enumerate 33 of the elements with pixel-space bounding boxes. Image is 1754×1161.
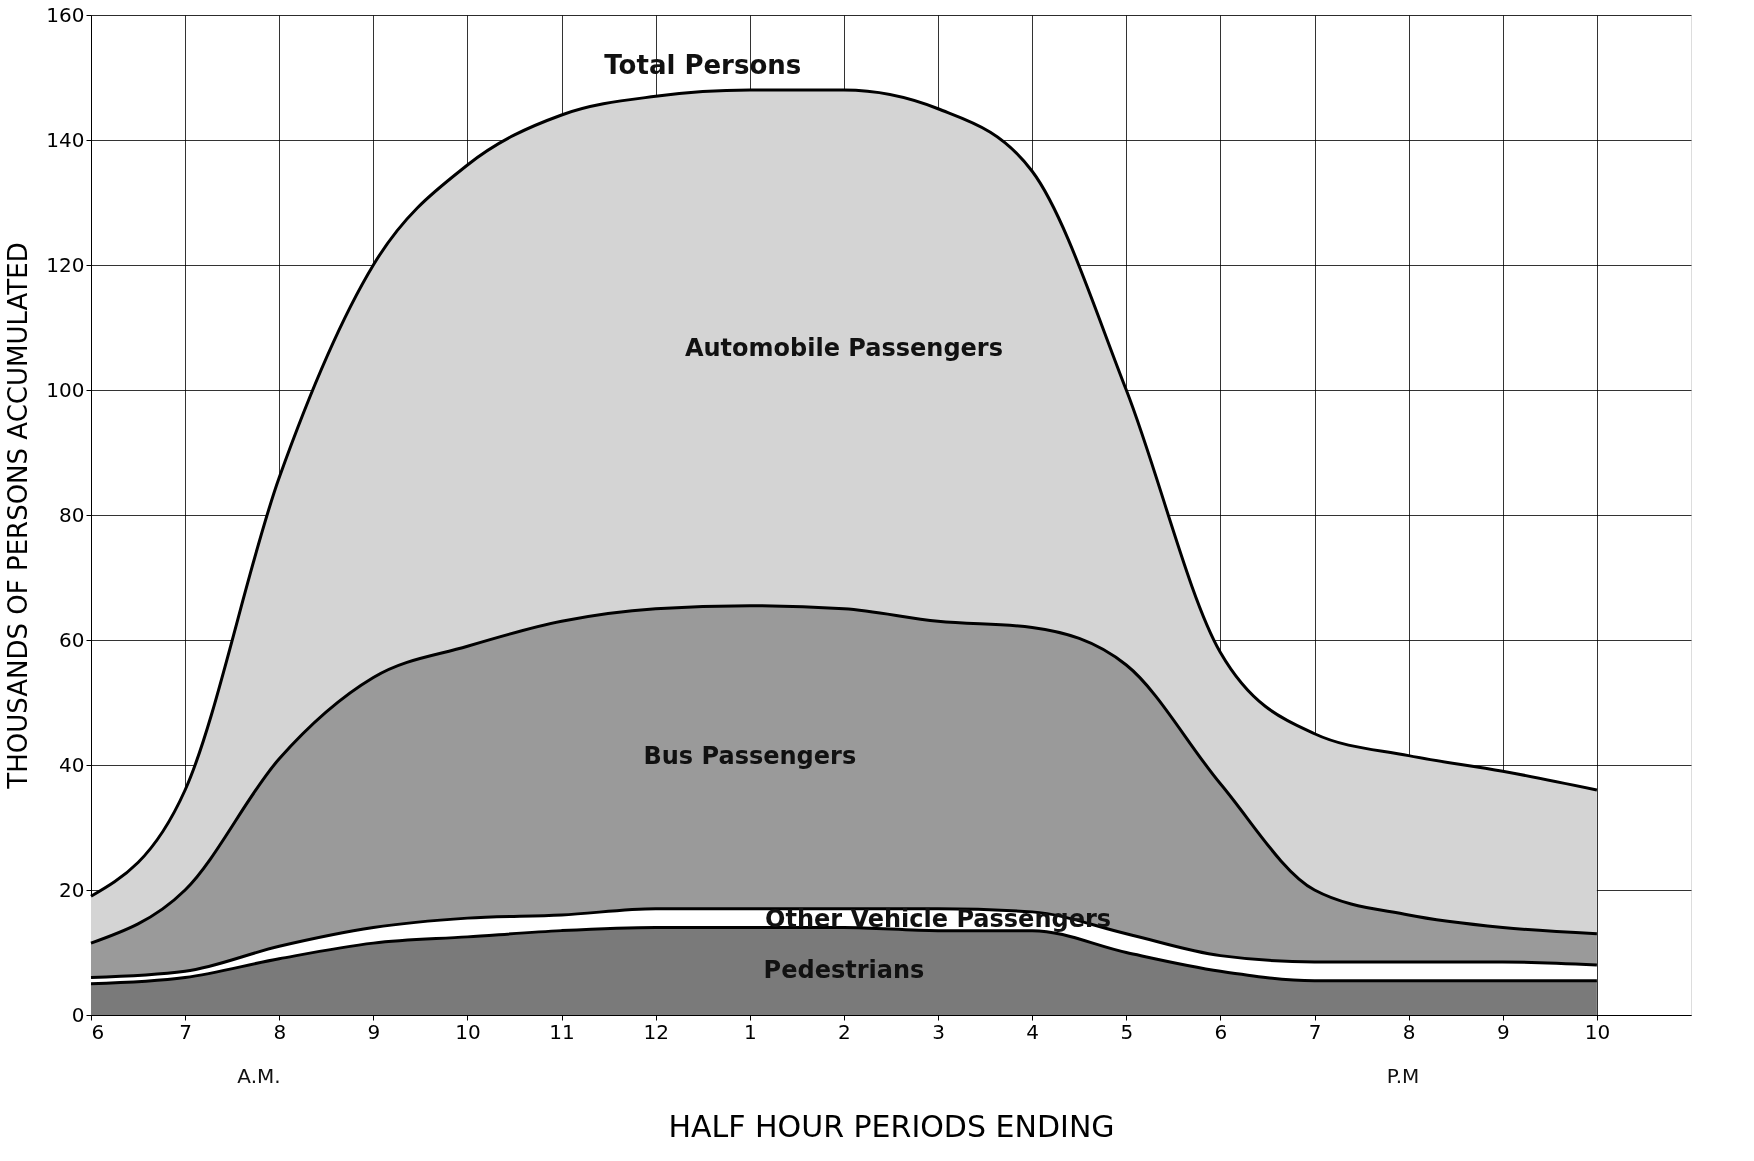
x-tick-label: 11 bbox=[549, 1019, 575, 1044]
series-label: Pedestrians bbox=[763, 956, 925, 985]
y-tick-label: 140 bbox=[46, 127, 85, 152]
x-tick-label: 5 bbox=[1120, 1019, 1134, 1044]
x-tick-label: 6 bbox=[91, 1019, 105, 1044]
y-tick-label: 0 bbox=[71, 1002, 85, 1027]
series-label: Automobile Passengers bbox=[684, 334, 1003, 363]
x-tick-label: 12 bbox=[643, 1019, 669, 1044]
text: P.M bbox=[1386, 1064, 1420, 1088]
y-tick-label: 160 bbox=[46, 2, 85, 27]
text: A.M. bbox=[237, 1064, 281, 1088]
x-tick-label: 7 bbox=[179, 1019, 192, 1044]
y-tick-label: 80 bbox=[59, 502, 85, 527]
x-tick-label: 10 bbox=[1584, 1019, 1611, 1044]
y-axis-title: THOUSANDS OF PERSONS ACCUMULATED bbox=[3, 242, 34, 790]
y-tick-label: 120 bbox=[46, 252, 85, 277]
y-tick-label: 60 bbox=[59, 627, 85, 652]
x-tick-label: 9 bbox=[367, 1019, 381, 1044]
x-tick-label: 2 bbox=[838, 1019, 851, 1044]
y-tick-label: 100 bbox=[46, 377, 85, 402]
x-tick-label: 3 bbox=[932, 1019, 945, 1044]
x-tick-label: 8 bbox=[1402, 1019, 1416, 1044]
x-tick-label: 6 bbox=[1214, 1019, 1228, 1044]
x-tick-label: 1 bbox=[743, 1019, 757, 1044]
x-tick-label: 4 bbox=[1026, 1019, 1040, 1044]
x-tick-label: 8 bbox=[273, 1019, 287, 1044]
y-tick-label: 20 bbox=[59, 877, 85, 902]
y-tick-label: 40 bbox=[59, 752, 85, 777]
x-axis-title: HALF HOUR PERIODS ENDING bbox=[668, 1108, 1115, 1144]
series-label: Bus Passengers bbox=[643, 742, 857, 771]
x-tick-label: 7 bbox=[1308, 1019, 1322, 1044]
x-tick-label: 10 bbox=[455, 1019, 481, 1044]
x-tick-label: 9 bbox=[1496, 1019, 1510, 1044]
